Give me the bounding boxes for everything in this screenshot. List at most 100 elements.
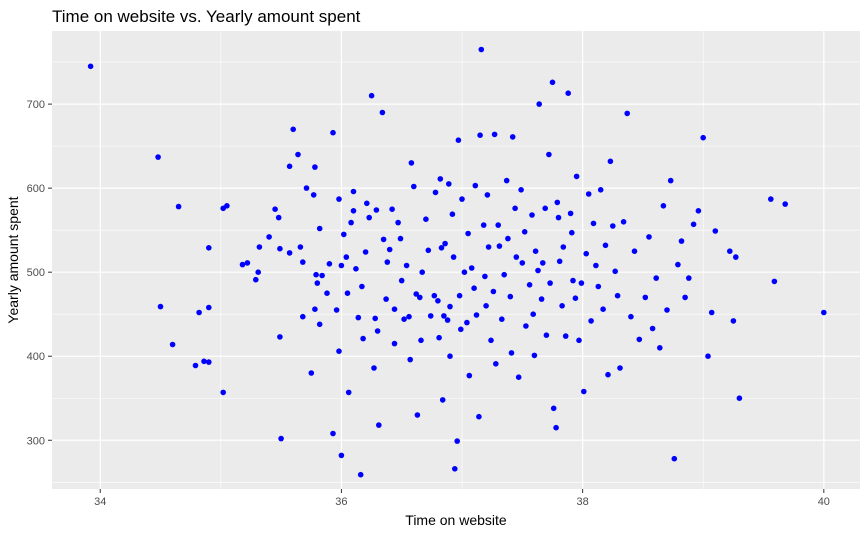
- data-point: [391, 340, 398, 347]
- data-point: [542, 205, 548, 212]
- data-point: [555, 214, 562, 221]
- data-point: [169, 341, 176, 348]
- data-point: [549, 79, 556, 86]
- data-point: [330, 430, 336, 437]
- data-point: [333, 307, 340, 313]
- data-point: [319, 272, 325, 279]
- data-point: [418, 337, 424, 344]
- data-point: [690, 221, 697, 228]
- data-point: [519, 260, 526, 266]
- data-point: [538, 296, 545, 302]
- data-point: [155, 154, 161, 160]
- data-point: [255, 269, 261, 276]
- data-point: [478, 46, 485, 53]
- data-point: [310, 192, 317, 198]
- data-point: [530, 311, 536, 318]
- data-point: [338, 262, 345, 269]
- data-point: [350, 188, 357, 195]
- data-point: [466, 372, 473, 379]
- data-point: [536, 101, 542, 107]
- data-point: [620, 219, 627, 225]
- data-point: [87, 63, 94, 70]
- plot-panel: [52, 31, 860, 489]
- data-point: [196, 309, 202, 316]
- data-point: [610, 223, 616, 229]
- data-point: [371, 365, 377, 371]
- data-point: [336, 348, 342, 355]
- data-point: [406, 313, 412, 320]
- data-point: [407, 356, 414, 363]
- data-point: [515, 374, 522, 381]
- data-point: [617, 365, 623, 371]
- data-point: [384, 259, 391, 265]
- data-point: [569, 229, 575, 236]
- data-point: [490, 288, 497, 295]
- data-point: [278, 435, 284, 442]
- data-point: [446, 181, 452, 187]
- data-point: [695, 208, 702, 214]
- data-point: [531, 352, 538, 359]
- data-point: [480, 222, 487, 228]
- data-point: [565, 90, 571, 96]
- data-point: [727, 248, 733, 254]
- data-point: [605, 371, 611, 378]
- data-point: [437, 176, 444, 182]
- data-point: [624, 110, 630, 117]
- data-point: [482, 273, 488, 280]
- data-point: [499, 316, 505, 323]
- data-point: [175, 203, 182, 210]
- data-point: [649, 325, 656, 332]
- data-point: [507, 293, 514, 300]
- x-tick-label: 40: [818, 496, 830, 508]
- data-point: [277, 334, 283, 340]
- data-point: [526, 282, 533, 288]
- data-point: [612, 268, 618, 275]
- data-point: [366, 214, 373, 221]
- data-point: [543, 332, 550, 339]
- data-point: [553, 424, 559, 431]
- data-point: [427, 313, 434, 319]
- data-point: [391, 306, 398, 313]
- data-point: [556, 258, 563, 265]
- data-point: [600, 306, 606, 313]
- data-point: [431, 292, 438, 299]
- data-point: [573, 173, 580, 180]
- data-point: [373, 207, 380, 213]
- data-point: [359, 283, 365, 290]
- data-point: [438, 245, 445, 251]
- data-point: [595, 283, 602, 290]
- data-point: [572, 295, 579, 302]
- data-point: [554, 199, 561, 206]
- data-point: [192, 362, 199, 369]
- y-tick-label: 700: [27, 99, 45, 111]
- x-tick-label: 34: [94, 496, 106, 508]
- data-point: [454, 438, 461, 444]
- data-point: [602, 242, 609, 249]
- data-point: [682, 294, 688, 301]
- y-axis-ticks: 300 400 500 600 700: [27, 99, 52, 447]
- data-point: [646, 234, 652, 240]
- data-point: [286, 163, 293, 170]
- data-point: [413, 291, 420, 297]
- data-point: [300, 259, 306, 265]
- data-point: [308, 370, 315, 376]
- chart-title: Time on website vs. Yearly amount spent: [52, 7, 361, 26]
- y-axis-label: Yearly amount spent: [5, 196, 21, 323]
- data-point: [326, 261, 333, 267]
- data-point: [295, 151, 301, 158]
- data-point: [562, 333, 569, 339]
- data-point: [628, 313, 634, 320]
- data-point: [364, 200, 370, 207]
- data-point: [518, 187, 524, 193]
- data-point: [266, 234, 272, 240]
- data-point: [435, 298, 441, 304]
- data-point: [206, 245, 212, 251]
- data-point: [297, 244, 304, 250]
- data-point: [380, 236, 387, 243]
- data-point: [513, 254, 520, 260]
- x-tick-label: 38: [577, 496, 589, 508]
- data-point: [477, 132, 483, 138]
- data-point: [272, 206, 278, 212]
- data-point: [442, 240, 448, 247]
- data-point: [444, 317, 451, 323]
